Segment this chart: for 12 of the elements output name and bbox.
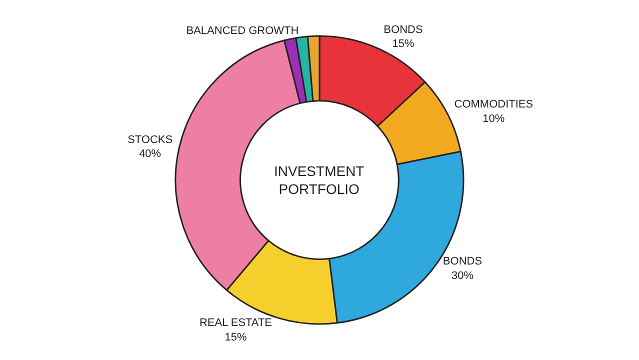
slice-label: BONDS [442,256,482,268]
text: INVESTMENT PORTFOLIO [274,163,365,198]
data-label: 10% [482,112,505,125]
data-label: 30% [451,270,474,282]
data-label: 15% [392,38,414,50]
slice-label: COMMODITIES [454,98,534,110]
slice-label: STOCKS [128,134,173,146]
slice-label: REAL ESTATE [199,317,272,330]
slice-label: BONDS [384,24,423,36]
data-label: 40% [139,148,162,160]
data-label: 15% [224,331,247,344]
slice-label: BALANCED GROWTH [186,25,299,38]
